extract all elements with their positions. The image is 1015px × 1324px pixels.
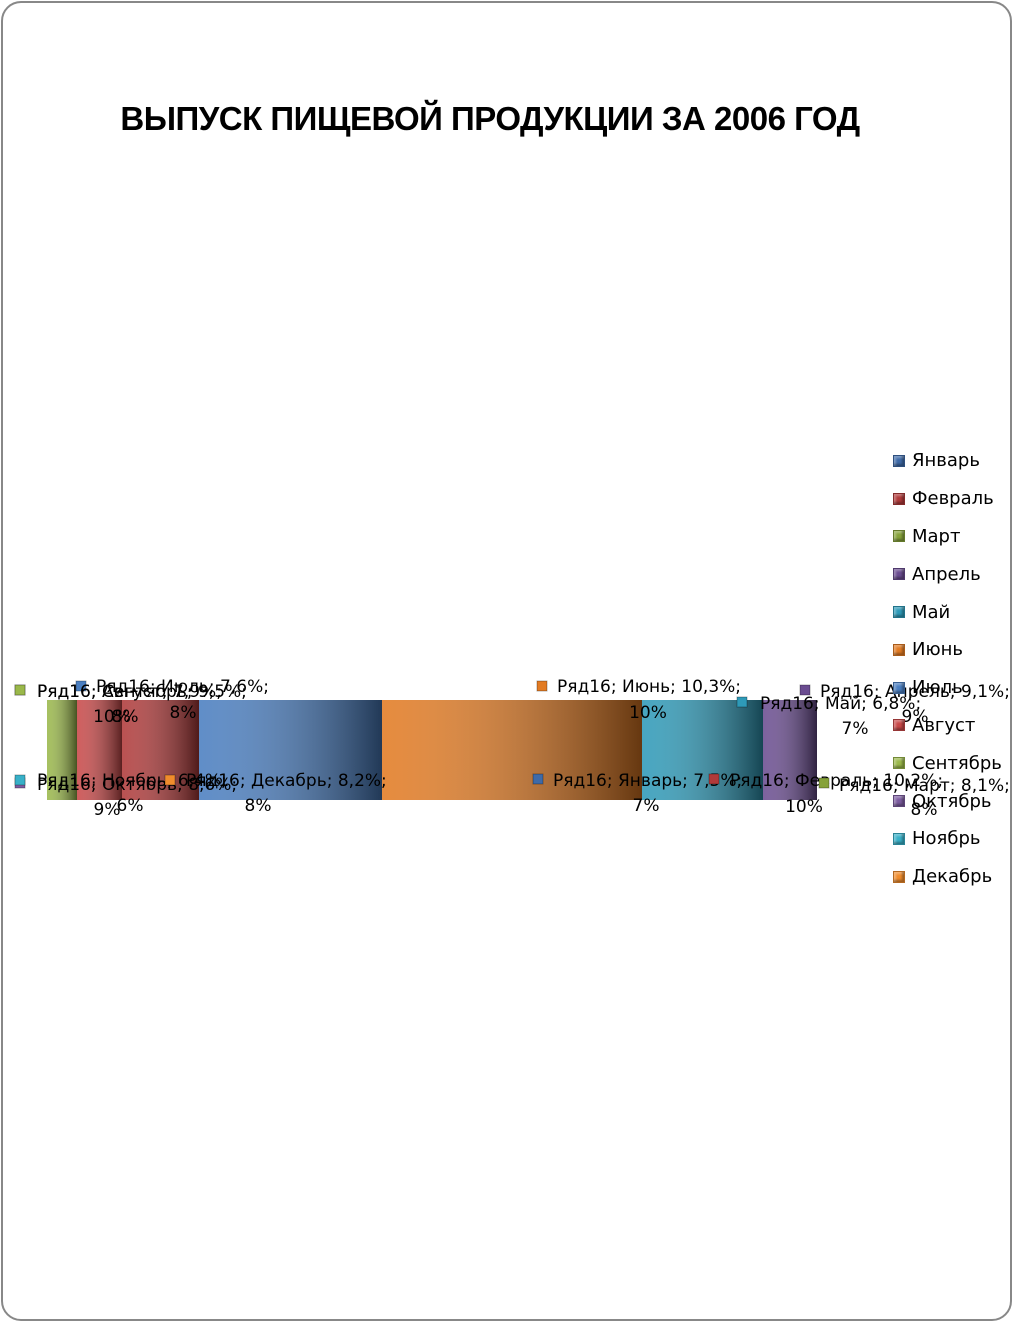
- data-label-marker-3: [818, 777, 830, 789]
- legend-item-7: Июль: [893, 669, 1002, 707]
- legend-item-11: Ноябрь: [893, 820, 1002, 858]
- legend-swatch-5: [893, 606, 905, 619]
- band-slice-shade-9: [47, 700, 77, 800]
- data-label-marker-6: [536, 680, 548, 692]
- band-slice-shade-8: [77, 700, 122, 800]
- legend-item-3: Март: [893, 518, 1002, 556]
- legend-swatch-11: [893, 832, 905, 845]
- data-label-11: Ряд16; Ноябрь; 6,4%; 6%: [37, 771, 227, 816]
- legend-item-5: Май: [893, 593, 1002, 631]
- data-label-12: Ряд16; Декабрь; 8,2%; 8%: [186, 771, 387, 816]
- data-label-7: Ряд16; Июль; 7,6%; 8%: [96, 677, 269, 723]
- legend-swatch-10: [893, 795, 905, 808]
- band-slice-shade-5: [642, 700, 763, 800]
- chart-data-labels: Ряд16; Январь; 7,5%; 7%Ряд16; Февраль; 10…: [14, 677, 1010, 820]
- band-slice-shade-6: [382, 700, 642, 800]
- legend-label-12: Декабрь: [912, 866, 993, 888]
- legend-label-3: Март: [912, 525, 961, 547]
- legend-label-1: Январь: [912, 450, 980, 472]
- legend-swatch-7: [893, 681, 905, 694]
- legend-label-11: Ноябрь: [912, 828, 981, 850]
- legend-label-2: Февраль: [912, 488, 994, 510]
- legend-swatch-6: [893, 643, 905, 656]
- legend-label-6: Июнь: [912, 639, 963, 661]
- data-label-marker-4: [799, 684, 811, 696]
- data-label-2: Ряд16; Февраль; 10,2%; 10%: [730, 771, 943, 817]
- legend-item-1: Январь: [893, 442, 1002, 480]
- chart-bands: [47, 700, 817, 800]
- data-label-8: Ряд16; Август; 7,9%; 8%: [37, 682, 222, 727]
- chart-title: ВЫПУСК ПИЩЕВОЙ ПРОДУКЦИИ ЗА 2006 ГОД: [120, 100, 860, 137]
- data-label-marker-12: [164, 774, 176, 786]
- legend-swatch-12: [893, 870, 905, 883]
- data-label-marker-2: [708, 773, 720, 785]
- data-label-4: Ряд16; Апрель; 9,1%; 9%: [820, 682, 1010, 727]
- legend-swatch-2: [893, 492, 905, 505]
- data-label-10: Ряд16; Октябрь; 8,6%; 9%: [37, 775, 237, 820]
- band-slice-shade-7: [199, 700, 382, 800]
- data-label-9: Ряд16; Сентябрь; 9,5%; 10%: [37, 682, 247, 727]
- legend-label-8: Август: [912, 714, 976, 736]
- legend-item-4: Апрель: [893, 555, 1002, 593]
- data-label-6: Ряд16; Июнь; 10,3%; 10%: [557, 677, 741, 723]
- chart-legend: Январь Февраль Март Апрель Май Июнь Июль Август…: [893, 442, 1002, 896]
- legend-item-2: Февраль: [893, 480, 1002, 518]
- legend-item-10: Октябрь: [893, 782, 1002, 820]
- legend-item-6: Июнь: [893, 631, 1002, 669]
- band-slice-shade-2: [122, 700, 199, 800]
- data-label-1: Ряд16; Январь; 7,5%; 7%: [553, 771, 742, 816]
- data-label-marker-7: [75, 680, 87, 692]
- data-label-marker-11: [14, 774, 26, 786]
- legend-label-5: Май: [912, 601, 951, 623]
- legend-label-9: Сентябрь: [912, 752, 1002, 774]
- data-label-marker-9: [14, 684, 26, 696]
- legend-item-12: Декабрь: [893, 858, 1002, 896]
- legend-item-9: Сентябрь: [893, 744, 1002, 782]
- legend-item-8: Август: [893, 707, 1002, 745]
- data-label-3: Ряд16; Март; 8,1%; 8%: [839, 776, 1010, 820]
- legend-swatch-8: [893, 719, 905, 732]
- legend-swatch-1: [893, 454, 905, 467]
- legend-swatch-3: [893, 530, 905, 543]
- band-slice-shade-4: [763, 700, 817, 800]
- legend-label-7: Июль: [912, 677, 963, 699]
- data-label-marker-1: [532, 773, 544, 785]
- legend-label-4: Апрель: [912, 563, 981, 585]
- data-label-marker-5: [736, 696, 748, 708]
- legend-swatch-4: [893, 568, 905, 581]
- legend-swatch-9: [893, 757, 905, 770]
- legend-label-10: Октябрь: [912, 790, 992, 812]
- data-label-5: Ряд16; Май; 6,8%; 7%: [760, 694, 921, 739]
